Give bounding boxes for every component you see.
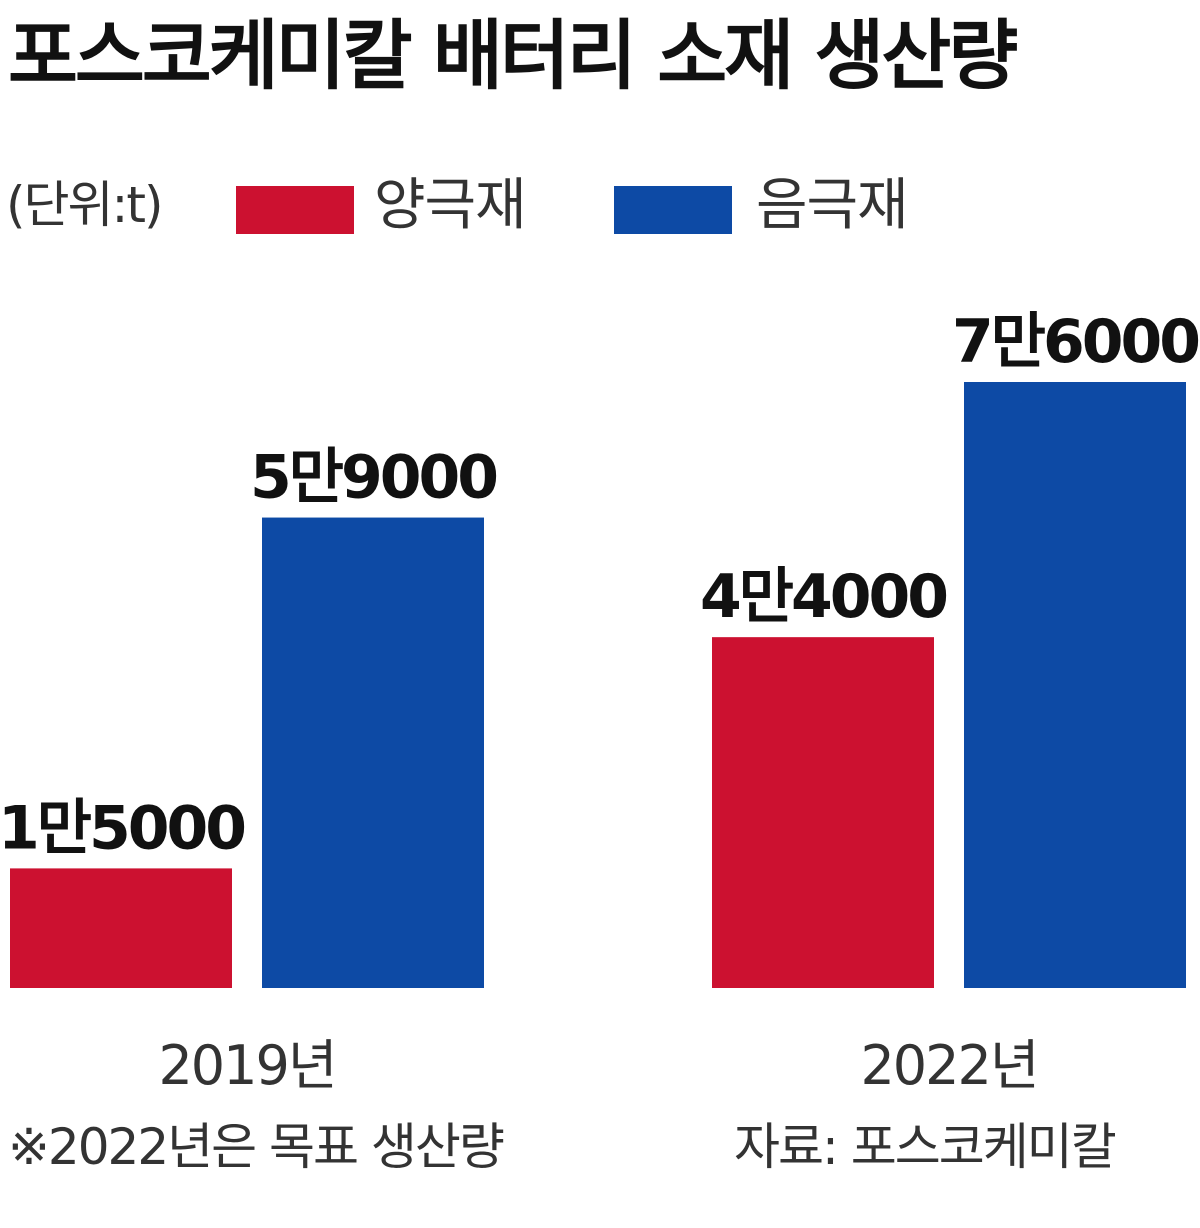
bar-anode-1 [964, 382, 1186, 988]
bar-anode-0 [262, 517, 484, 988]
x-tick-label-0: 2019년 [158, 1034, 335, 1097]
bar-cathode-0 [10, 868, 232, 988]
legend-swatch-anode [614, 186, 732, 234]
data-label-anode-1: 7만6000 [952, 307, 1198, 377]
unit-label: (단위:t) [6, 176, 163, 234]
data-label-cathode-1: 4만4000 [700, 562, 946, 632]
x-tick-label-1: 2022년 [860, 1034, 1037, 1097]
legend-label-anode: 음극재 [756, 173, 909, 238]
footnote: ※2022년은 목표 생산량 [8, 1118, 505, 1176]
legend-swatch-cathode [236, 186, 354, 234]
chart-title: 포스코케미칼 배터리 소재 생산량 [8, 11, 1018, 100]
data-label-anode-0: 5만9000 [250, 443, 496, 513]
legend-label-cathode: 양극재 [374, 173, 527, 238]
data-label-cathode-0: 1만5000 [0, 793, 244, 863]
bar-cathode-1 [712, 637, 934, 988]
source-note: 자료: 포스코케미칼 [734, 1118, 1117, 1176]
